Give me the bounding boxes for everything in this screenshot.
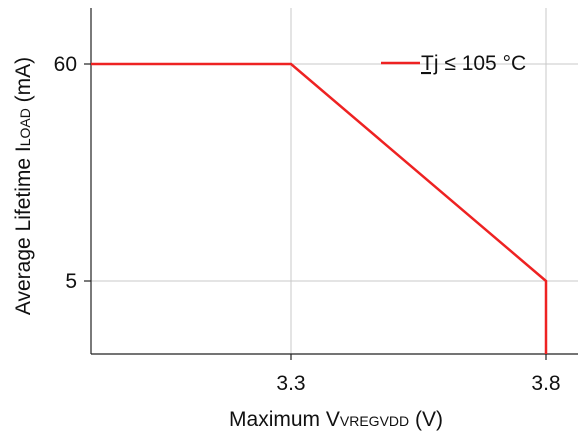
x-tick-label: 3.8 bbox=[531, 372, 560, 395]
x-tick-label: 3.3 bbox=[276, 372, 305, 395]
y-tick-label: 60 bbox=[54, 53, 77, 76]
legend: Tj ≤ 105 °C bbox=[381, 52, 526, 75]
axes bbox=[84, 8, 578, 360]
y-axis-title: Average Lifetime ILOAD (mA) bbox=[12, 57, 35, 315]
y-tick-label: 5 bbox=[65, 270, 77, 293]
series-line bbox=[91, 62, 548, 354]
legend-label: Tj ≤ 105 °C bbox=[421, 52, 526, 75]
series-layer bbox=[91, 62, 548, 354]
tick-labels: 60 5 3.3 3.8 bbox=[54, 53, 561, 395]
x-axis-title: Maximum VVREGVDD (V) bbox=[229, 408, 443, 431]
